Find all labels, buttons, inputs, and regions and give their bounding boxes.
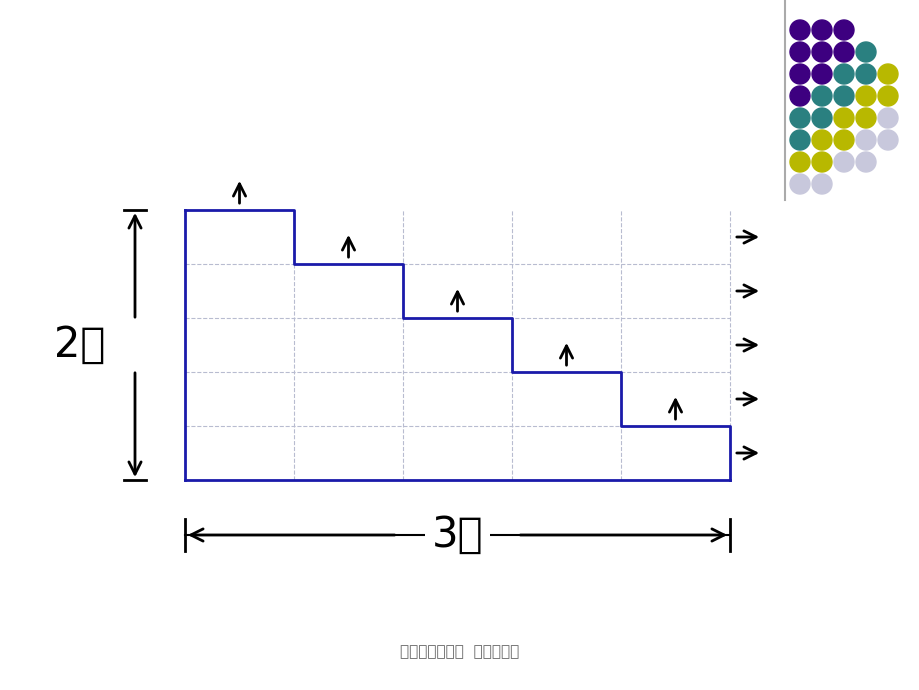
Circle shape [834,108,853,128]
Circle shape [811,108,831,128]
Circle shape [834,130,853,150]
Circle shape [855,86,875,106]
Circle shape [789,86,809,106]
Circle shape [789,108,809,128]
Circle shape [789,174,809,194]
Circle shape [877,130,897,150]
Circle shape [811,20,831,40]
Circle shape [855,152,875,172]
Circle shape [811,152,831,172]
Text: 3米: 3米 [431,514,482,556]
Circle shape [834,152,853,172]
Circle shape [789,130,809,150]
Text: 2米: 2米 [54,324,106,366]
Circle shape [855,108,875,128]
Circle shape [877,108,897,128]
Circle shape [811,174,831,194]
Circle shape [855,130,875,150]
Circle shape [834,86,853,106]
Circle shape [789,20,809,40]
Circle shape [811,86,831,106]
Circle shape [877,86,897,106]
Circle shape [811,64,831,84]
Circle shape [834,42,853,62]
Text: 小学数学奥数题  周长、面积: 小学数学奥数题 周长、面积 [400,644,519,660]
Circle shape [834,64,853,84]
Circle shape [877,64,897,84]
Circle shape [789,42,809,62]
Circle shape [789,152,809,172]
Circle shape [834,20,853,40]
Circle shape [789,64,809,84]
Circle shape [855,42,875,62]
Circle shape [855,64,875,84]
Circle shape [811,42,831,62]
Circle shape [811,130,831,150]
